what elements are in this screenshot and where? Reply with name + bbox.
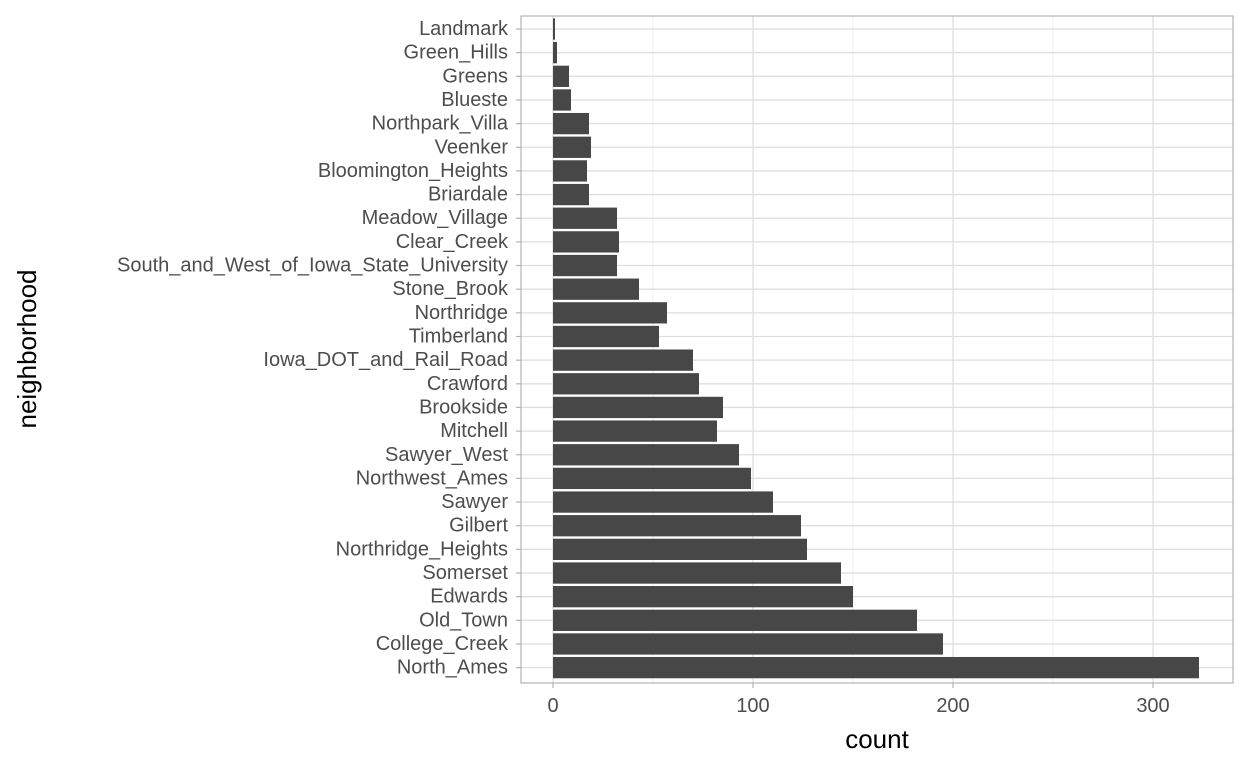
bar — [553, 609, 917, 631]
bar — [553, 373, 699, 395]
bar — [553, 302, 667, 324]
y-tick-label: Green_Hills — [404, 42, 508, 64]
y-tick-label: Northpark_Villa — [372, 113, 509, 135]
y-tick-label: Crawford — [427, 373, 508, 395]
y-tick-label: Northridge — [415, 302, 508, 324]
bar — [553, 65, 569, 87]
x-axis-title: count — [845, 724, 909, 754]
bar — [553, 207, 617, 229]
x-tick-label: 0 — [547, 695, 558, 717]
bar — [553, 444, 739, 466]
plot-border — [520, 15, 1234, 684]
y-tick-label: Landmark — [419, 18, 509, 40]
bar — [553, 633, 943, 655]
x-axis: 0 100 200 300 — [547, 683, 1170, 717]
y-tick-label: Stone_Brook — [392, 278, 509, 300]
bar — [553, 515, 801, 537]
y-tick-label: Sawyer_West — [385, 444, 508, 466]
bar — [553, 231, 619, 253]
bar — [553, 396, 723, 419]
y-tick-label: Iowa_DOT_and_Rail_Road — [263, 349, 508, 371]
y-tick-label: Gilbert — [449, 515, 508, 537]
y-tick-label: Somerset — [422, 562, 508, 584]
y-axis-title: neighborhood — [12, 269, 42, 428]
bar — [553, 89, 571, 111]
bar — [553, 254, 617, 277]
bar — [553, 467, 751, 490]
y-tick-label: Northwest_Ames — [356, 467, 508, 489]
y-tick-label: South_and_West_of_Iowa_State_University — [117, 255, 508, 277]
y-tick-label: Greens — [442, 65, 508, 87]
x-tick-label: 200 — [936, 695, 969, 717]
bar — [553, 420, 717, 442]
y-tick-label: Timberland — [409, 325, 508, 347]
bar — [553, 42, 557, 64]
y-tick-label: Edwards — [430, 586, 508, 608]
y-tick-label: Brookside — [419, 396, 508, 418]
y-tick-label: Sawyer — [441, 491, 508, 513]
bars — [553, 18, 1199, 679]
bar — [553, 349, 693, 371]
y-tick-label: Clear_Creek — [396, 231, 509, 253]
y-tick-label: Old_Town — [419, 609, 508, 631]
bar — [553, 160, 587, 182]
bar — [553, 491, 773, 513]
bar — [553, 656, 1199, 679]
y-tick-label: Veenker — [435, 136, 509, 158]
y-tick-label: North_Ames — [397, 657, 508, 679]
y-tick-label: Blueste — [441, 89, 508, 111]
y-tick-label: Mitchell — [440, 420, 508, 442]
y-tick-label: Northridge_Heights — [336, 538, 508, 560]
bar — [553, 112, 589, 135]
x-tick-label: 100 — [736, 695, 769, 717]
x-tick-label: 300 — [1136, 695, 1169, 717]
bar — [553, 278, 639, 300]
bar — [553, 538, 807, 561]
y-tick-label: Briardale — [428, 184, 508, 206]
bar — [553, 562, 841, 584]
y-tick-label: College_Creek — [376, 633, 509, 655]
y-tick-label: Bloomington_Heights — [318, 160, 508, 182]
y-tick-label: Meadow_Village — [362, 207, 508, 229]
bar — [553, 586, 853, 608]
bar — [553, 18, 555, 40]
y-axis: LandmarkGreen_HillsGreensBluesteNorthpar… — [117, 18, 521, 679]
bar — [553, 136, 591, 158]
bar — [553, 183, 589, 206]
bar — [553, 325, 659, 348]
